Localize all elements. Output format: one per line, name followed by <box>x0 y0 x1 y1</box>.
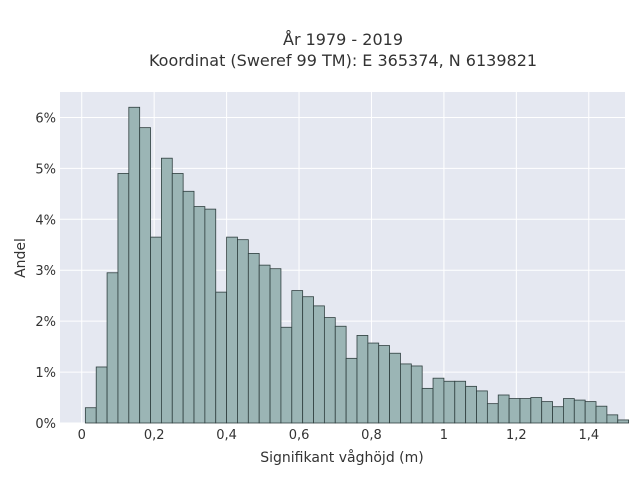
histogram-bar <box>247 253 260 424</box>
histogram-bar <box>193 206 206 424</box>
histogram-bar <box>421 387 434 424</box>
histogram-bar <box>432 377 445 424</box>
histogram-bar <box>389 352 401 424</box>
histogram-bar <box>552 406 564 424</box>
histogram-bar <box>606 414 619 424</box>
y-tick-label: 0% <box>35 417 56 432</box>
histogram-bar <box>497 394 510 424</box>
bars <box>84 106 630 424</box>
histogram-bar <box>291 290 304 424</box>
x-tick-label: 0,6 <box>289 428 310 443</box>
histogram-bar <box>454 380 467 424</box>
histogram-bar <box>563 398 575 424</box>
x-tick-label: 0,4 <box>216 428 237 443</box>
histogram-bar <box>182 190 195 424</box>
y-tick-label: 5% <box>35 162 56 177</box>
histogram-bar <box>486 403 499 424</box>
y-tick-label: 4% <box>35 213 56 228</box>
x-axis-title: Signifikant våghöjd (m) <box>260 449 423 466</box>
histogram-bar <box>617 419 630 424</box>
x-tick-label: 0,8 <box>361 428 382 443</box>
y-axis-title: Andel <box>13 238 29 278</box>
histogram-bar <box>530 397 543 424</box>
histogram-bar <box>106 272 119 424</box>
histogram-bar <box>84 407 97 424</box>
histogram-bar <box>345 357 358 424</box>
histogram-bar <box>410 365 423 424</box>
histogram-bar <box>508 398 521 424</box>
histogram-bar <box>519 398 532 424</box>
histogram-bar <box>128 106 141 424</box>
histogram-bar <box>465 385 477 424</box>
histogram-bar <box>139 127 151 424</box>
histogram-bar <box>400 363 412 424</box>
histogram-bar <box>356 335 369 424</box>
histogram-bar <box>117 173 130 424</box>
histogram-bar <box>161 157 173 424</box>
histogram-bar <box>476 390 488 424</box>
y-tick-label: 3% <box>35 264 56 279</box>
y-tick-label: 6% <box>35 111 56 126</box>
histogram-bar <box>302 296 314 424</box>
histogram-bar <box>150 236 162 424</box>
histogram-bar <box>258 264 271 424</box>
histogram-bar <box>226 236 238 424</box>
y-tick-label: 1% <box>35 366 56 381</box>
histogram-bar <box>280 326 293 424</box>
histogram-bar <box>334 325 347 424</box>
histogram-bar <box>237 239 249 424</box>
tick-labels: 0 0,2 0,4 0,6 0,8 1 1,2 1,4 0% 1% 2% 3% 4% 5% 6% <box>35 111 599 443</box>
x-tick-label: 0,2 <box>144 428 165 443</box>
histogram-bar <box>171 173 184 424</box>
histogram-bar <box>584 401 597 424</box>
histogram-bar <box>269 268 282 424</box>
histogram-bar <box>541 401 553 424</box>
histogram-bar <box>573 399 586 424</box>
y-tick-label: 2% <box>35 315 56 330</box>
chart-title-line1: År 1979 - 2019 <box>283 30 403 49</box>
histogram-bar <box>313 305 325 424</box>
histogram-bar <box>443 380 456 424</box>
histogram-bar <box>378 345 390 424</box>
x-tick-label: 1 <box>440 428 448 443</box>
x-tick-label: 0 <box>78 428 86 443</box>
histogram-bar <box>367 342 380 424</box>
histogram-bar <box>95 366 108 424</box>
chart-title-line2: Koordinat (Sweref 99 TM): E 365374, N 61… <box>149 51 537 70</box>
histogram-bar <box>323 317 336 424</box>
histogram-bar <box>215 291 228 424</box>
x-tick-label: 1,2 <box>506 428 527 443</box>
x-tick-label: 1,4 <box>578 428 599 443</box>
histogram-bar <box>204 208 217 424</box>
histogram-bar <box>595 405 608 424</box>
